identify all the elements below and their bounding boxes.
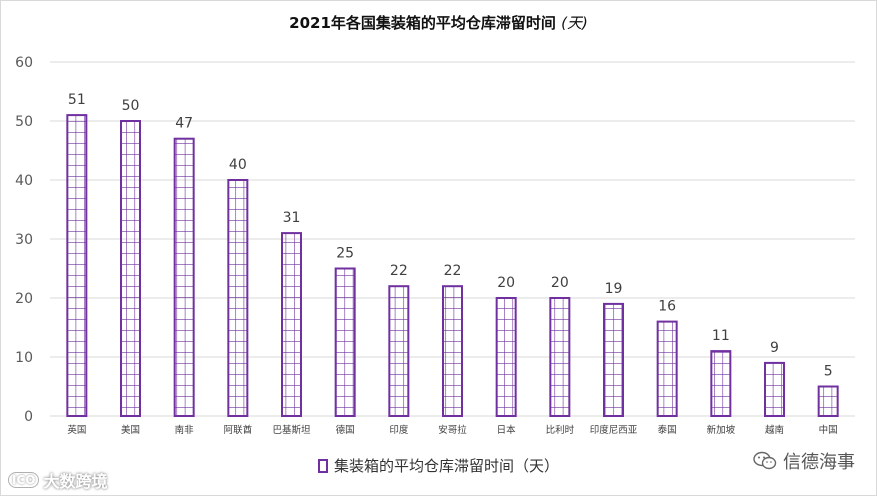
bar (388, 285, 410, 418)
data-labels: 51 50 47 40 31 25 22 22 20 20 19 16 11 9 5 (68, 92, 833, 379)
y-tick-label: 10 (15, 350, 33, 366)
x-tick-label: 越南 (765, 424, 784, 436)
bar (334, 267, 356, 417)
y-axis-ticks: 0 10 20 30 40 50 60 (15, 55, 33, 425)
y-tick-label: 40 (15, 173, 33, 189)
x-tick-label: 印度 (389, 424, 409, 436)
watermark-right-text: 信德海事 (783, 452, 855, 473)
bar (603, 302, 624, 417)
chart-title-text: 2021年各国集装箱的平均仓库滞留时间 (289, 14, 556, 32)
bar (495, 297, 517, 417)
y-tick-label: 20 (15, 291, 33, 307)
data-label: 11 (712, 328, 730, 344)
x-axis-ticks: 英国 美国 南非 阿联酋 巴基斯坦 德国 印度 安哥拉 日本 比利时 印度尼西亚 泰国 新加坡 越南 中国 (67, 424, 837, 436)
data-label: 9 (770, 340, 779, 356)
y-tick-label: 60 (15, 55, 33, 71)
x-tick-label: 安哥拉 (438, 424, 467, 436)
y-tick-label: 0 (24, 409, 33, 425)
x-tick-label: 泰国 (658, 424, 677, 436)
watermark-logo: ICO (8, 472, 40, 488)
y-tick-label: 30 (15, 232, 33, 248)
x-tick-label: 阿联酋 (224, 424, 253, 436)
x-tick-label: 巴基斯坦 (272, 424, 311, 436)
watermark-right: 信德海事 (753, 448, 855, 474)
x-tick-label: 英国 (67, 424, 86, 436)
data-label: 47 (175, 116, 193, 132)
x-tick-label: 比利时 (546, 424, 575, 436)
data-label: 51 (68, 92, 86, 108)
wechat-icon (753, 451, 777, 470)
bar (710, 350, 732, 418)
legend-label: 集装箱的平均仓库滞留时间（天） (333, 457, 559, 475)
bars (66, 114, 839, 418)
bar (173, 137, 195, 417)
data-label: 40 (229, 157, 247, 173)
x-tick-label: 中国 (819, 424, 838, 436)
watermark-left: ICO 大数跨境 (8, 468, 108, 492)
bar (66, 114, 88, 417)
data-label: 25 (336, 246, 354, 262)
bar (817, 385, 839, 417)
bar (120, 120, 141, 417)
data-label: 50 (122, 98, 140, 114)
data-label: 22 (444, 263, 462, 279)
y-tick-label: 50 (15, 114, 33, 130)
bar (442, 285, 463, 418)
data-label: 20 (551, 275, 569, 291)
data-label: 5 (824, 364, 833, 380)
data-label: 31 (283, 210, 301, 226)
watermark-left-text: 大数跨境 (43, 472, 108, 491)
chart-title: 2021年各国集装箱的平均仓库滞留时间 (天) (0, 12, 877, 33)
x-tick-label: 新加坡 (707, 424, 736, 436)
data-label: 19 (605, 281, 623, 297)
bar (281, 232, 302, 417)
data-label: 20 (497, 275, 515, 291)
legend: 集装箱的平均仓库滞留时间（天） (0, 455, 877, 476)
x-tick-label: 印度尼西亚 (590, 424, 638, 436)
bar (549, 297, 571, 417)
bar (764, 361, 785, 417)
x-tick-label: 日本 (497, 424, 517, 436)
chart-title-unit: (天) (561, 14, 588, 32)
data-label: 22 (390, 263, 408, 279)
legend-swatch (317, 458, 328, 473)
bar (227, 179, 249, 417)
x-tick-label: 德国 (336, 424, 355, 436)
x-tick-label: 南非 (175, 424, 195, 436)
x-tick-label: 美国 (121, 424, 140, 436)
data-label: 16 (658, 299, 676, 315)
bar (656, 320, 678, 418)
